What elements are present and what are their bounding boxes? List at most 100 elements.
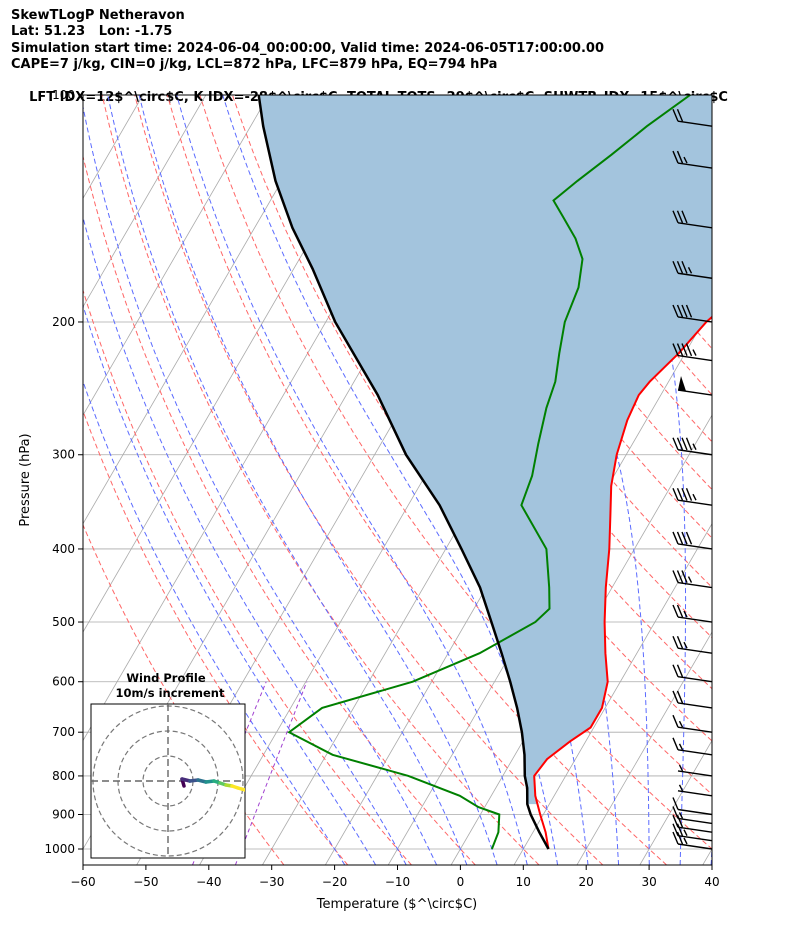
x-tick-label: −30 [259, 875, 284, 889]
wind-barb [672, 690, 712, 709]
wind-barb [672, 210, 712, 229]
y-tick-label: 500 [52, 615, 75, 629]
wind-barbs [672, 108, 712, 850]
barb-full [676, 437, 684, 451]
barb-full [685, 437, 693, 451]
dry-adiabat-line [166, 95, 667, 865]
y-tick-label: 600 [52, 675, 75, 689]
barb-full [676, 690, 684, 704]
barb-staff [677, 835, 712, 842]
barb-half [683, 829, 688, 837]
barb-half [678, 764, 684, 772]
wind-barb [672, 304, 712, 323]
y-tick-label: 700 [52, 725, 75, 739]
y-tick-label: 200 [52, 315, 75, 329]
barb-full [672, 343, 679, 356]
barb-full [676, 570, 684, 583]
y-tick-label: 400 [52, 542, 75, 556]
barb-full [676, 343, 684, 356]
barb-full [681, 487, 688, 501]
wind-barb [672, 806, 712, 825]
barb-full [672, 814, 679, 828]
dry-adiabat-line [721, 95, 794, 865]
barb-half [678, 720, 684, 728]
barb-full [676, 531, 684, 545]
barb-staff [677, 222, 712, 229]
barb-staff [677, 354, 712, 362]
moist-adiabat-line [582, 95, 687, 865]
barb-staff [677, 826, 712, 833]
barb-full [672, 797, 679, 810]
barb-full [681, 343, 688, 357]
moist-adiabat-line [710, 840, 712, 865]
temperature-line [533, 315, 712, 850]
wind-barb [672, 737, 712, 756]
barb-staff [677, 726, 712, 733]
x-axis-ticks: −60 −50 −40 −30 −20 −10 0 10 20 30 40 [70, 865, 720, 889]
dry-adiabat-line [83, 409, 349, 865]
barb-half [678, 812, 684, 819]
barb-full [672, 570, 679, 583]
barb-full [676, 831, 684, 845]
x-tick-label: −50 [133, 875, 158, 889]
barb-staff [677, 616, 712, 623]
moist-adiabat-line [83, 304, 377, 865]
x-tick-label: −60 [70, 875, 95, 889]
y-tick-label: 800 [52, 769, 75, 783]
barb-half [683, 156, 688, 164]
barb-full [676, 304, 684, 318]
barb-full [672, 823, 679, 836]
wind-barb [672, 823, 712, 842]
barb-full [685, 487, 693, 501]
x-tick-label: 10 [516, 875, 531, 889]
moist-adiabat-line [83, 379, 346, 865]
barb-full [685, 304, 693, 318]
dry-adiabat-line [83, 154, 476, 865]
parcel-profile-line [257, 95, 550, 850]
dewpoint-line [287, 95, 691, 850]
y-tick-label: 300 [52, 448, 75, 462]
barb-full [672, 806, 679, 819]
isotherm-line [83, 95, 332, 525]
moist-adiabat-line [83, 215, 407, 865]
barb-staff [677, 749, 712, 756]
barb-half [692, 493, 697, 501]
barb-full [672, 737, 679, 751]
chart-title: SkewTLogP Netheravon [11, 8, 185, 23]
x-tick-label: −20 [322, 875, 347, 889]
isotherm-line [702, 848, 712, 865]
barb-full [672, 210, 679, 224]
barb-staff [677, 272, 712, 279]
dry-adiabat-line [83, 288, 412, 865]
barb-staff [677, 843, 712, 850]
barb-full [672, 260, 679, 274]
barb-full [672, 635, 679, 649]
barb-full [672, 150, 679, 164]
barb-half [692, 349, 697, 356]
barb-full [681, 531, 688, 545]
barb-full [681, 210, 688, 224]
x-tick-label: 40 [704, 875, 719, 889]
barb-full [676, 487, 684, 501]
y-axis-ticks: 100 200 300 400 500 600 700 800 900 1000 [44, 88, 83, 856]
barb-full [685, 531, 693, 545]
barb-full [672, 831, 679, 845]
barb-full [676, 210, 684, 224]
barb-full [681, 437, 688, 451]
wind-barb [672, 260, 712, 279]
barb-half [683, 837, 688, 845]
x-axis-label: Temperature ($^\circ$C) [316, 897, 477, 912]
barb-full [672, 487, 679, 501]
barb-full [672, 304, 679, 318]
hodograph-trace [180, 777, 245, 792]
isotherm-line [513, 522, 712, 865]
isotherm-line [576, 631, 712, 865]
y-tick-label: 900 [52, 807, 75, 821]
moist-adiabat-line [138, 95, 498, 865]
wind-barb [672, 531, 712, 550]
wind-barb [672, 487, 712, 506]
x-tick-label: 20 [579, 875, 594, 889]
barb-half [687, 576, 693, 583]
barb-staff [677, 676, 712, 683]
